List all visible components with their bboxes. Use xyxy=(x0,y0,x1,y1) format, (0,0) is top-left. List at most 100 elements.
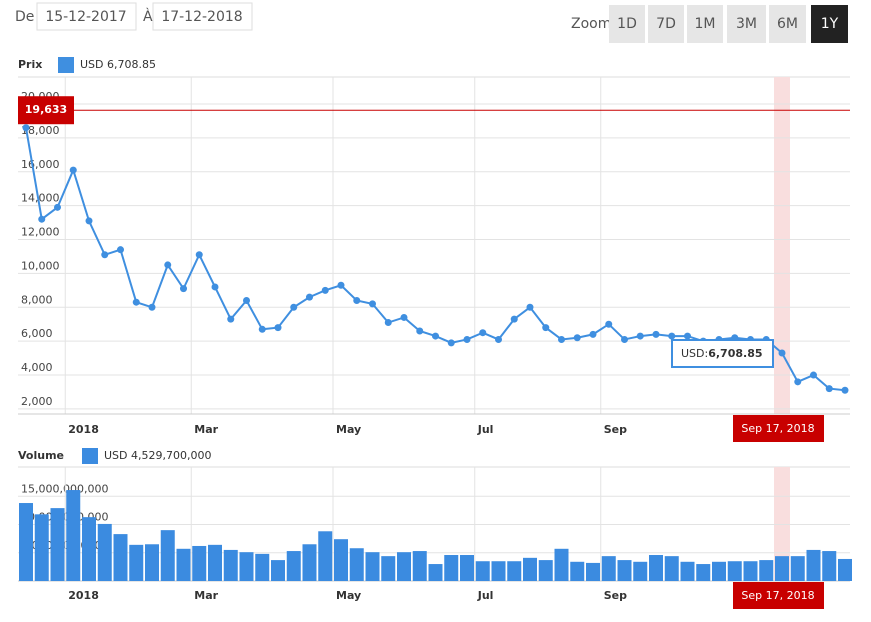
tooltip-prefix: USD: xyxy=(681,347,708,360)
legend-value: 6,708.85 xyxy=(107,58,156,71)
from-input[interactable] xyxy=(36,2,137,31)
price-point xyxy=(274,324,282,332)
charts: Prix USD 6,708.85 2,000 4,000 6,000 8,000 10,0… xyxy=(18,57,852,609)
volume-bar xyxy=(334,539,348,581)
volume-bar xyxy=(34,514,49,581)
price-point xyxy=(684,332,691,340)
zoom-button-label[interactable]: 3M xyxy=(736,16,757,32)
price-point xyxy=(22,124,30,132)
volume-bar xyxy=(806,549,821,581)
price-point xyxy=(369,300,376,308)
y-tick-label: 4,000 xyxy=(21,361,53,374)
zoom-button[interactable] xyxy=(811,5,848,43)
zoom-button[interactable] xyxy=(687,5,723,43)
x-tick-label: 2018 xyxy=(68,423,99,436)
zoom-button[interactable] xyxy=(727,5,766,43)
price-point xyxy=(132,298,140,306)
legend-text: USD 6,708.85 xyxy=(80,58,156,71)
volume-bar xyxy=(397,552,411,581)
price-point xyxy=(400,313,408,321)
price-point xyxy=(69,166,77,174)
price-point xyxy=(668,332,676,340)
max-badge xyxy=(18,96,74,125)
zoom-button-label[interactable]: 7D xyxy=(656,16,676,32)
to-input[interactable] xyxy=(152,2,253,31)
volume-bar xyxy=(822,551,837,581)
date-badge xyxy=(733,582,824,609)
volume-bar xyxy=(365,552,380,581)
volume-bar xyxy=(129,544,144,581)
price-point xyxy=(195,251,203,259)
volume-bar xyxy=(239,552,254,581)
tooltip-text: USD:6,708.85 xyxy=(681,347,763,360)
price-point xyxy=(573,334,581,342)
price-point xyxy=(479,329,487,337)
zoom-button-label[interactable]: 1Y xyxy=(821,16,839,32)
volume-bar xyxy=(223,549,238,581)
price-point xyxy=(589,330,597,338)
volume-bar xyxy=(286,551,301,581)
zoom-button[interactable] xyxy=(648,5,684,43)
price-point xyxy=(495,335,502,343)
volume-bar xyxy=(349,548,364,581)
price-point xyxy=(463,335,471,343)
price-point xyxy=(85,217,93,225)
x-tick-label: Mar xyxy=(194,589,218,602)
volume-bar xyxy=(460,555,474,581)
zoom-button[interactable] xyxy=(609,5,645,43)
legend-title: Prix xyxy=(18,58,42,71)
volume-bar xyxy=(712,561,726,581)
legend-series-name: USD xyxy=(80,58,104,71)
to-label: À xyxy=(143,8,153,25)
price-point xyxy=(148,303,156,311)
volume-bar xyxy=(302,544,317,581)
x-tick-label: May xyxy=(336,589,361,602)
price-point xyxy=(164,261,172,269)
zoom-button-label[interactable]: 1M xyxy=(695,16,716,32)
x-tick-label: Sep xyxy=(604,589,627,602)
volume-bar xyxy=(664,556,679,581)
legend-swatch xyxy=(58,57,74,73)
zoom-button[interactable] xyxy=(769,5,806,43)
x-tick-label: Sep xyxy=(604,423,627,436)
legend-value: 4,529,700,000 xyxy=(131,449,211,462)
price-point xyxy=(416,327,424,335)
price-point xyxy=(510,315,518,323)
volume-bar xyxy=(649,555,663,581)
price-point xyxy=(101,251,109,259)
zoom-label: Zoom xyxy=(571,16,611,32)
y-tick-label: 12,000 xyxy=(21,226,60,239)
zoom-button-label[interactable]: 1D xyxy=(617,16,637,32)
legend-text: USD 4,529,700,000 xyxy=(104,449,212,462)
volume-bar xyxy=(491,561,506,581)
date-badge-label: Sep 17, 2018 xyxy=(741,422,814,435)
volume-bar xyxy=(775,556,789,581)
volume-bar xyxy=(444,555,459,581)
volume-bar xyxy=(475,561,490,581)
price-point xyxy=(825,385,833,393)
price-point xyxy=(227,315,235,323)
to-value[interactable]: 17-12-2018 xyxy=(161,9,242,25)
x-tick-label: Jul xyxy=(477,589,494,602)
volume-bar xyxy=(507,561,522,581)
from-value[interactable]: 15-12-2017 xyxy=(45,9,126,25)
zoom-button-label[interactable]: 6M xyxy=(777,16,798,32)
price-point xyxy=(605,320,613,328)
price-point xyxy=(306,293,313,301)
price-point xyxy=(526,303,534,311)
price-point xyxy=(337,281,345,289)
price-point xyxy=(117,246,124,254)
volume-bar xyxy=(570,561,585,581)
price-point xyxy=(353,297,361,305)
volume-bar xyxy=(412,551,427,581)
volume-bar xyxy=(381,556,396,581)
price-point xyxy=(258,325,266,333)
volume-bar xyxy=(601,556,616,581)
x-tick-label: 2018 xyxy=(68,589,99,602)
date-badge-label: Sep 17, 2018 xyxy=(741,589,814,602)
date-badge xyxy=(733,415,824,442)
x-tick-label: May xyxy=(336,423,361,436)
volume-bar xyxy=(554,548,569,581)
volume-bar xyxy=(19,503,33,581)
